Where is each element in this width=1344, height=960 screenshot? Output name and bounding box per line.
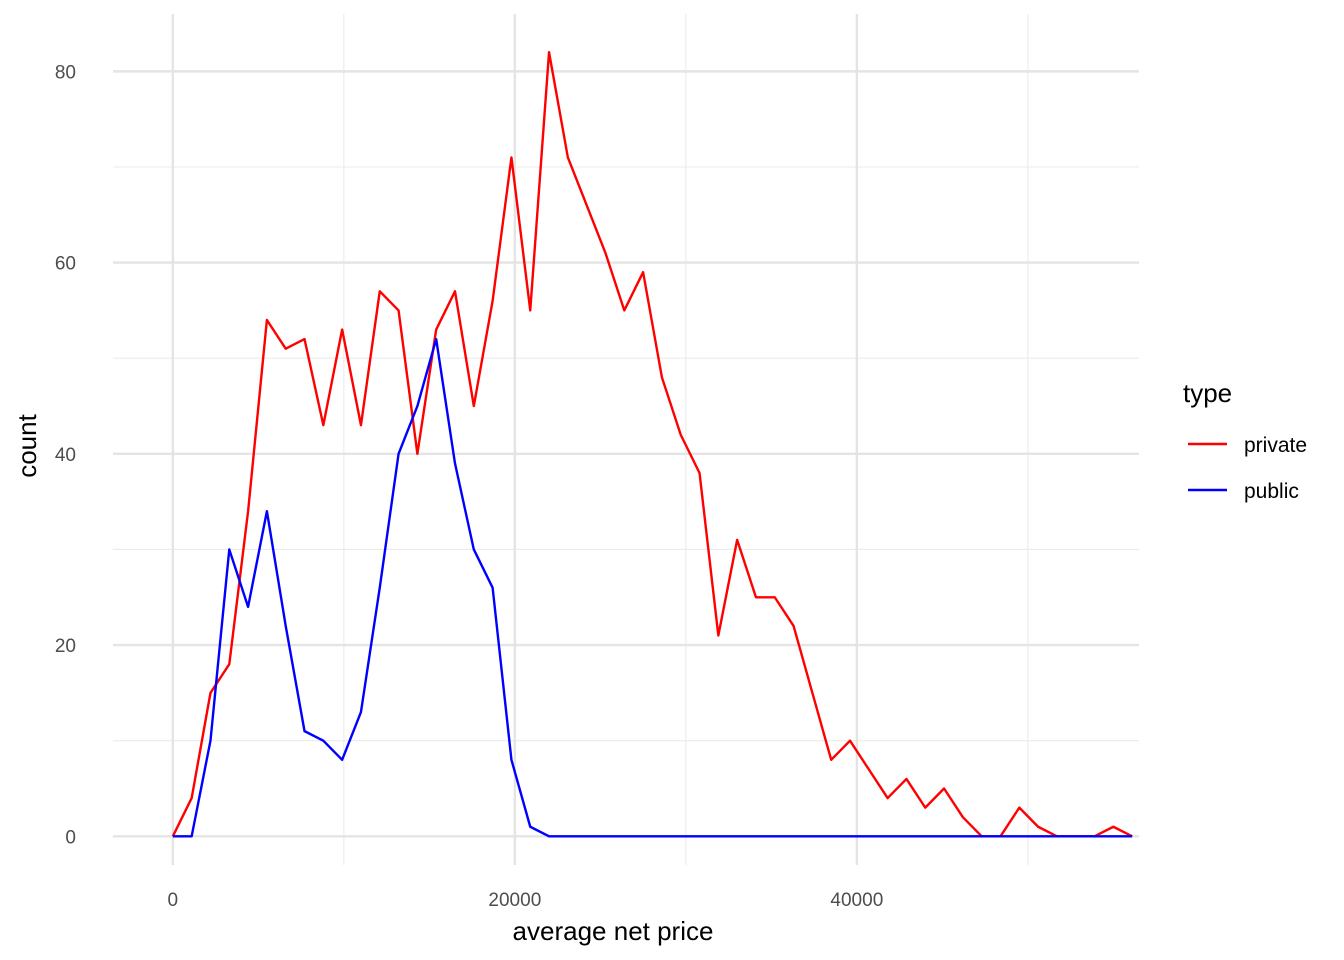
- series-line-public: [172, 337, 1133, 838]
- major-gridlines: [113, 14, 1139, 865]
- x-tick-label: 0: [168, 890, 179, 911]
- y-tick-label: 20: [55, 636, 76, 657]
- legend-items: private public: [1188, 434, 1307, 503]
- x-axis-tick-labels: 0 20000 40000: [168, 890, 884, 911]
- y-tick-label: 0: [65, 827, 76, 848]
- x-tick-label: 40000: [830, 890, 883, 911]
- legend: type private public: [1183, 378, 1307, 503]
- legend-label-private: private: [1244, 434, 1307, 457]
- series-line-private: [171, 51, 1133, 838]
- minor-gridlines: [113, 14, 1139, 865]
- y-tick-label: 80: [55, 62, 76, 83]
- series-lines: [171, 51, 1133, 838]
- y-axis-tick-labels: 0 20 40 60 80: [55, 62, 76, 848]
- x-tick-label: 20000: [488, 890, 541, 911]
- y-tick-label: 40: [55, 445, 76, 466]
- legend-label-public: public: [1244, 480, 1299, 503]
- x-axis-title: average net price: [513, 916, 714, 946]
- y-tick-label: 60: [55, 254, 76, 275]
- y-axis-title: count: [12, 413, 42, 477]
- legend-title: type: [1183, 378, 1232, 408]
